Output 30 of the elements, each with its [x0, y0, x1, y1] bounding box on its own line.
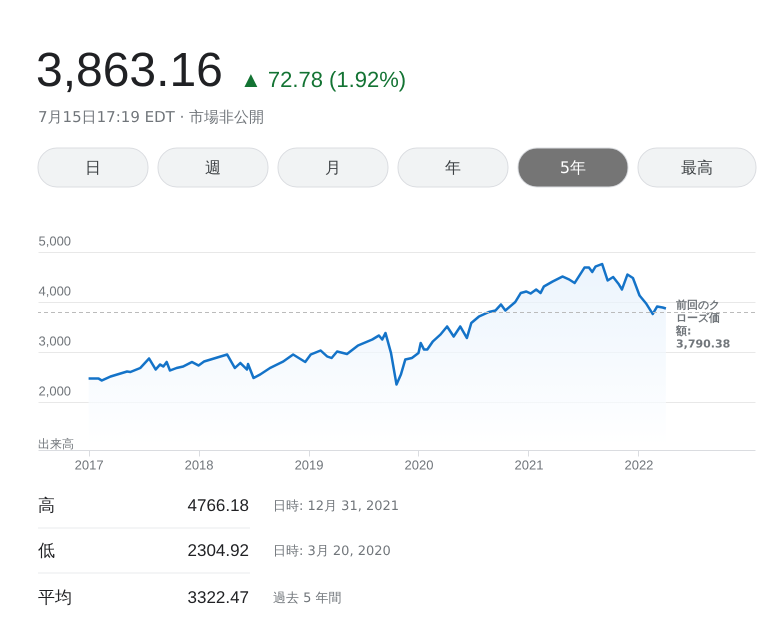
text: 日時: 3月 20, 2020: [273, 544, 391, 559]
text: 低: [38, 541, 55, 561]
text: 日時: 12月 31, 2021: [273, 499, 400, 514]
x-tick-label: 2019: [294, 458, 324, 472]
y-tick-label: 4,000: [38, 284, 72, 298]
text: 過去 5 年間: [273, 591, 342, 606]
text: 4766.18: [188, 496, 249, 515]
y-tick-label: 3,000: [38, 334, 72, 348]
text: 5年: [560, 158, 586, 177]
ref-line-label: 前回のクローズ価額: 3,790.38: [675, 298, 730, 350]
chart-subtitle: ▲ 72.78 (1.92%): [240, 67, 406, 92]
x-tick-label: 2017: [74, 458, 104, 472]
text: 7月15日17:19 EDT · 市場非公開: [38, 108, 264, 126]
text: 高: [38, 496, 55, 516]
text: 日: [85, 158, 101, 177]
text: 2304.92: [188, 541, 249, 560]
y-tick-label: 2,000: [38, 384, 72, 398]
text: 平均: [38, 588, 72, 608]
text: 週: [205, 158, 221, 177]
x-tick-label: 2020: [404, 458, 434, 472]
text: 最高: [681, 158, 713, 177]
chart-title: 3,863.16: [36, 44, 223, 97]
text: 3322.47: [188, 588, 249, 607]
annotation: 出来高: [38, 437, 74, 451]
y-tick-label: 5,000: [38, 234, 72, 248]
text: 月: [325, 158, 341, 177]
x-tick-label: 2021: [514, 458, 544, 472]
text: 年: [445, 158, 461, 177]
x-tick-label: 2022: [624, 458, 654, 472]
x-tick-label: 2018: [184, 458, 214, 472]
